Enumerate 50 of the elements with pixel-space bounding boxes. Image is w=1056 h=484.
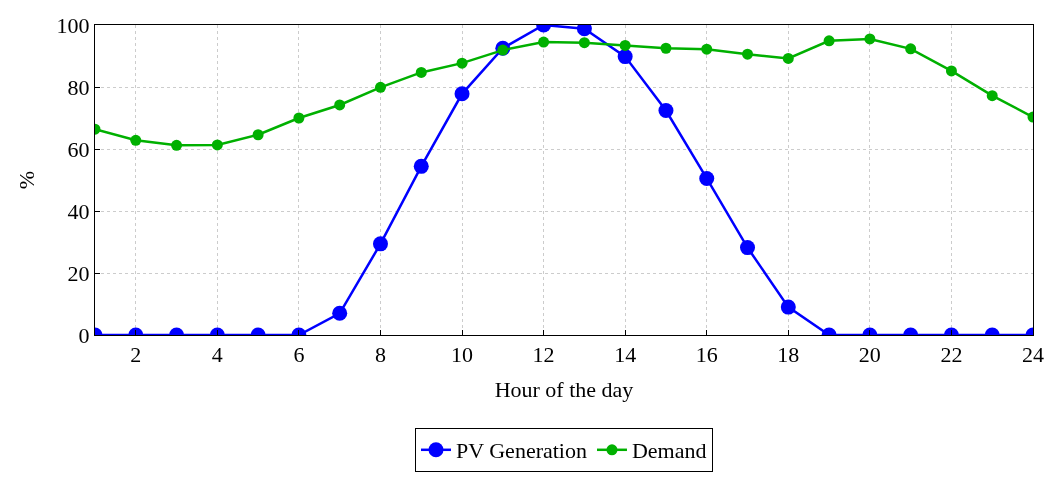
point (986, 90, 998, 102)
point (413, 158, 429, 174)
point (497, 44, 509, 56)
legend-label: PV Generation (456, 438, 587, 464)
y-tick-label: 40 (67, 198, 90, 224)
x-tick-label: 20 (858, 342, 881, 368)
point (823, 35, 835, 47)
x-tick-label: 8 (374, 342, 386, 368)
point (538, 36, 550, 48)
y-tick-label: 0 (78, 322, 90, 348)
point (415, 66, 427, 78)
x-tick-label: 10 (451, 342, 474, 368)
point (864, 33, 876, 45)
x-tick-label: 18 (777, 342, 800, 368)
point (211, 139, 223, 151)
point (619, 39, 631, 51)
point (945, 65, 957, 77)
legend-label: Demand (631, 438, 707, 464)
point (905, 43, 917, 55)
x-tick-label: 14 (614, 342, 637, 368)
point (742, 48, 754, 60)
y-tick-label: 80 (67, 74, 90, 100)
x-tick-label: 6 (293, 342, 305, 368)
x-tick-label: 24 (1022, 342, 1044, 368)
x-tick-label: 12 (532, 342, 555, 368)
y-tick-label: 20 (67, 260, 90, 286)
line-series (95, 25, 1033, 335)
point (293, 112, 305, 124)
point (456, 57, 468, 69)
point (660, 42, 672, 54)
point (782, 52, 794, 64)
point (171, 139, 183, 151)
point (454, 86, 470, 102)
y-tick-label: 100 (56, 12, 90, 38)
point (334, 99, 346, 111)
point (701, 43, 713, 55)
point (578, 37, 590, 49)
x-tick-label: 16 (695, 342, 718, 368)
y-tick-label: 60 (67, 136, 90, 162)
x-tick-label: 22 (940, 342, 963, 368)
point (374, 81, 386, 93)
x-tick-label: 2 (130, 342, 142, 368)
x-axis-title: Hour of the day (494, 377, 634, 403)
x-tick-label: 4 (211, 342, 223, 368)
point (658, 103, 674, 119)
y-axis-title: % (14, 170, 40, 190)
point (252, 129, 264, 141)
point (130, 134, 142, 146)
point (617, 49, 633, 65)
point (699, 170, 715, 186)
